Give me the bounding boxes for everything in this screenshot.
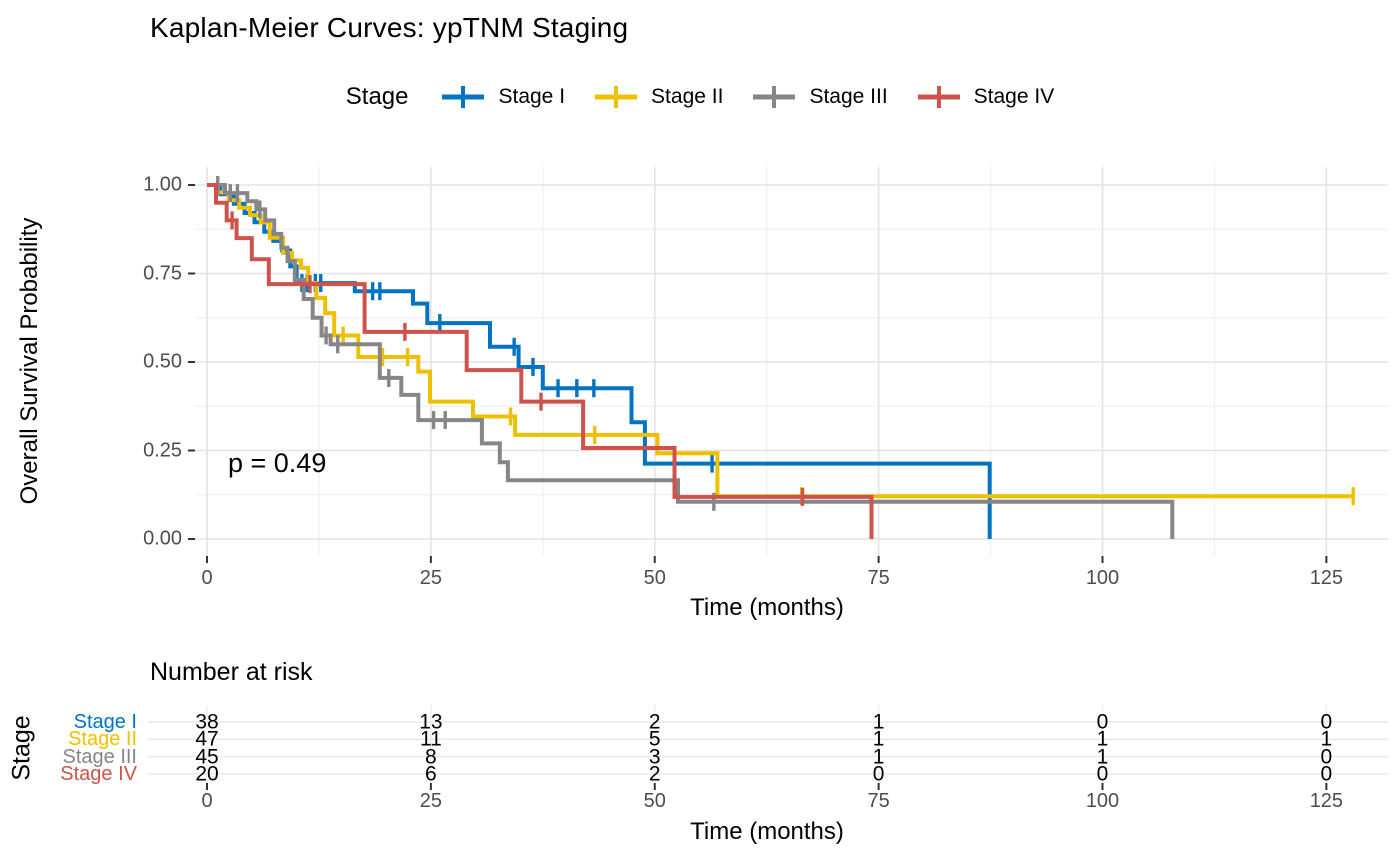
risk-count: 0 bbox=[1096, 762, 1109, 786]
legend: Stage Stage I Stage II Stage III Stage IV bbox=[0, 83, 1400, 111]
risk-row-label-stage-iv: Stage IV bbox=[60, 762, 137, 785]
legend-entries: Stage I Stage II Stage III Stage IV bbox=[440, 84, 1054, 110]
risk-count: 8 bbox=[425, 745, 437, 769]
x-tick-label: 75 bbox=[867, 567, 890, 589]
x-tick-label: 100 bbox=[1085, 567, 1120, 589]
risk-count: 1 bbox=[872, 745, 885, 769]
x-tick-label: 25 bbox=[419, 567, 442, 589]
risk-x-tick-label: 0 bbox=[201, 790, 213, 812]
legend-entry-stage-iv: Stage IV bbox=[916, 84, 1055, 110]
legend-label: Stage II bbox=[651, 85, 724, 108]
risk-count: 1 bbox=[872, 710, 885, 734]
legend-title: Stage bbox=[345, 83, 409, 110]
legend-label: Stage IV bbox=[973, 85, 1055, 108]
legend-label: Stage I bbox=[498, 85, 566, 108]
x-tick-label: 50 bbox=[643, 567, 666, 589]
y-tick-label: 0.50 bbox=[143, 350, 182, 373]
risk-count: 3 bbox=[648, 745, 661, 769]
y-tick-label: 1.00 bbox=[143, 173, 182, 196]
risk-count: 0 bbox=[1320, 710, 1333, 734]
risk-x-tick-label: 125 bbox=[1309, 790, 1344, 812]
km-curve-stage-iv bbox=[207, 183, 874, 539]
legend-key-plus-icon bbox=[595, 86, 638, 108]
chart-title: Kaplan-Meier Curves: ypTNM Staging bbox=[150, 12, 629, 43]
risk-count: 6 bbox=[425, 762, 437, 786]
legend-entry-stage-ii: Stage II bbox=[593, 84, 723, 110]
legend-entry-stage-iii: Stage III bbox=[751, 84, 888, 110]
risk-x-tick-label: 75 bbox=[867, 790, 890, 812]
risk-row-label-stage-ii: Stage II bbox=[68, 728, 137, 751]
risk-count: 0 bbox=[872, 762, 885, 786]
risk-count: 13 bbox=[419, 710, 443, 734]
y-tick-label: 0.00 bbox=[143, 527, 182, 550]
risk-count: 0 bbox=[1096, 710, 1109, 734]
legend-key-plus-icon bbox=[442, 86, 485, 108]
risk-x-tick-label: 25 bbox=[419, 790, 442, 812]
risk-count: 11 bbox=[419, 727, 442, 751]
y-axis-title: Overall Survival Probability bbox=[16, 217, 43, 505]
legend-key-plus-icon bbox=[753, 86, 796, 108]
risk-count: 5 bbox=[648, 727, 661, 751]
risk-x-tick-label: 50 bbox=[643, 790, 666, 812]
y-tick-label: 0.25 bbox=[143, 439, 182, 461]
risk-count: 0 bbox=[1320, 762, 1333, 786]
legend-key-plus-icon bbox=[917, 86, 960, 108]
risk-count: 1 bbox=[872, 727, 885, 751]
risk-table-x-axis-title: Time (months) bbox=[690, 818, 844, 845]
risk-count: 1 bbox=[1096, 745, 1109, 769]
risk-count: 1 bbox=[1320, 727, 1333, 751]
risk-count: 2 bbox=[648, 762, 661, 786]
risk-count: 47 bbox=[195, 727, 219, 751]
y-tick-label: 0.75 bbox=[143, 262, 182, 284]
risk-table-title: Number at risk bbox=[150, 658, 313, 686]
risk-count: 1 bbox=[1096, 727, 1109, 751]
x-tick-label: 125 bbox=[1309, 567, 1344, 589]
x-tick-label: 0 bbox=[201, 567, 213, 589]
risk-count: 45 bbox=[195, 745, 219, 769]
risk-count: 2 bbox=[648, 710, 661, 734]
km-curve-stage-iii bbox=[207, 183, 1175, 539]
legend-entry-stage-i: Stage I bbox=[440, 84, 565, 110]
km-curve-stage-ii bbox=[207, 183, 1354, 499]
p-value-annotation: p = 0.49 bbox=[228, 448, 327, 478]
risk-count: 20 bbox=[195, 762, 219, 786]
risk-count: 0 bbox=[1320, 745, 1333, 769]
risk-x-tick-label: 100 bbox=[1085, 790, 1120, 812]
risk-row-label-stage-i: Stage I bbox=[73, 711, 137, 733]
risk-count: 38 bbox=[195, 710, 219, 734]
risk-row-label-stage-iii: Stage III bbox=[62, 745, 138, 768]
legend-label: Stage III bbox=[809, 85, 888, 108]
x-axis-title: Time (months) bbox=[690, 594, 844, 621]
